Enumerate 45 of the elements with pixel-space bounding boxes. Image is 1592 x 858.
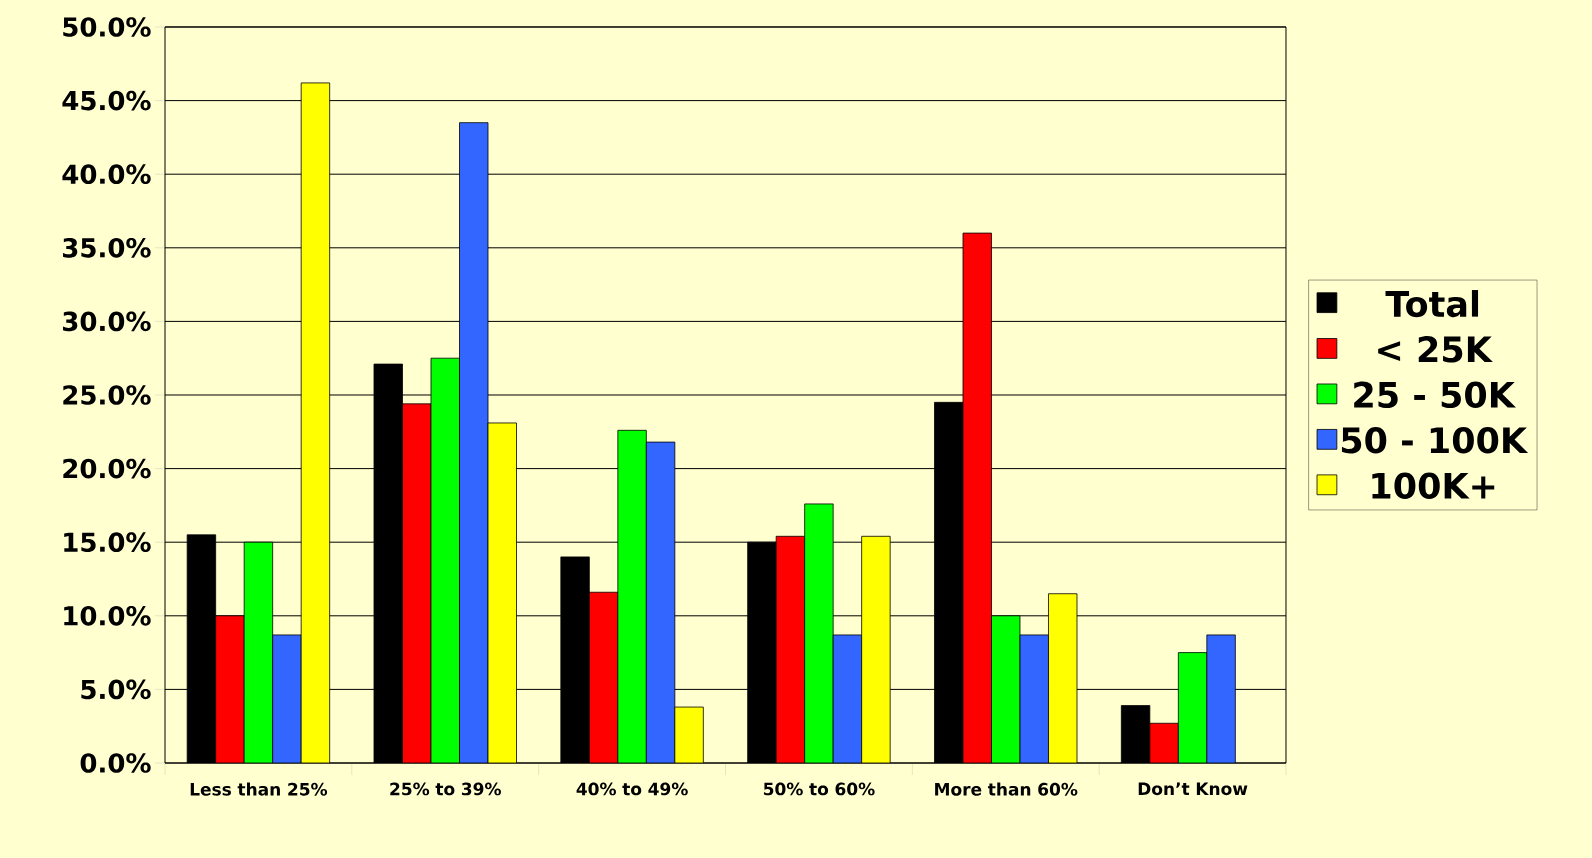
bar [588,591,619,763]
legend-label: 25 - 50K [1354,381,1516,409]
y-tick-label: 30.0% [63,311,151,332]
bar [991,615,1021,763]
bar [962,232,992,763]
y-tick-label: 10.0% [64,605,151,626]
bar [1048,593,1078,763]
bar [1149,722,1179,763]
legend-label: < 25K [1378,336,1493,363]
bar [300,82,331,763]
bar [1177,652,1208,763]
legend-label: 50 - 100K [1341,427,1529,454]
x-tick-label: 40% to 49% [576,782,688,796]
bar [459,122,489,763]
bar [832,634,863,763]
bar [674,706,704,763]
y-tick-label: 40.0% [62,164,151,185]
x-tick-label: Don’t Know [1138,782,1248,796]
bar [243,541,274,763]
legend-label: Total [1385,290,1479,318]
x-tick-label: More than 60% [935,782,1078,796]
y-tick-label: 45.0% [62,90,151,111]
y-tick-label: 35.0% [63,237,151,258]
x-tick-label: 50% to 60% [763,782,875,796]
bar [617,429,647,763]
y-tick-label: 15.0% [64,532,151,553]
y-tick-label: 50.0% [63,17,151,37]
bar [775,535,806,763]
bar [1019,634,1049,763]
y-tick-label: 25.0% [63,385,151,405]
bar [402,403,432,763]
y-tick-label: 0.0% [80,753,151,773]
bar [1206,634,1236,763]
y-tick-label: 20.0% [63,458,151,479]
legend-label: 100K+ [1372,472,1495,499]
bar [804,503,834,763]
bar [861,535,891,763]
x-tick-label: 25% to 39% [390,782,501,796]
bar [645,441,676,763]
y-tick-label: 5.0% [81,679,151,700]
x-tick-label: Less than 25% [190,782,328,796]
bar [215,615,245,763]
bar [272,634,302,763]
bar [430,357,460,763]
bar [487,422,517,763]
